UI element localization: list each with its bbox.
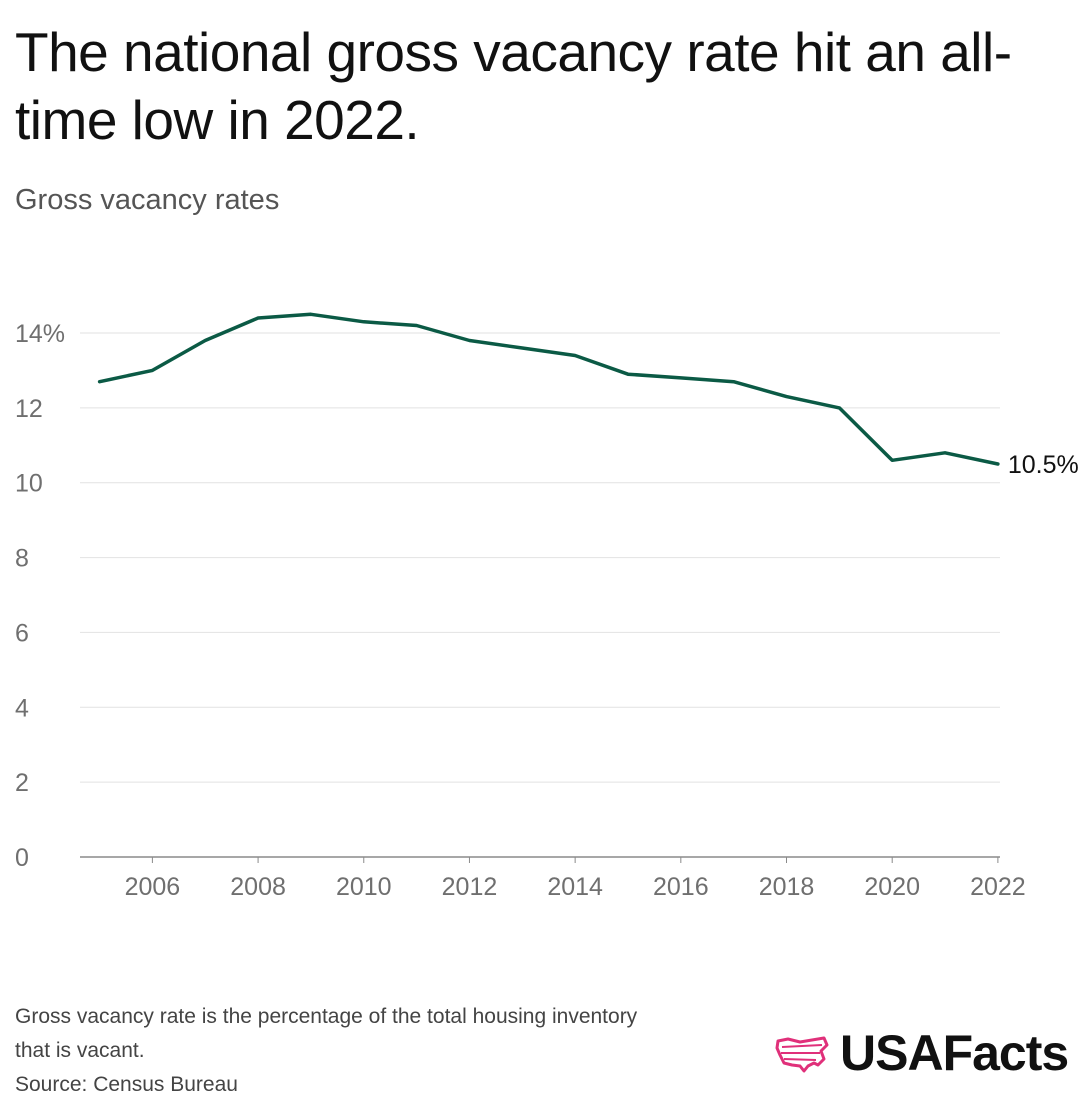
y-tick-label: 4 — [15, 694, 29, 722]
y-tick-label: 0 — [15, 844, 29, 872]
series-line-gross-vacancy-rate — [97, 312, 1000, 466]
x-tick-label: 2008 — [230, 873, 286, 901]
x-tick-label: 2022 — [970, 873, 1026, 901]
x-tick-label: 2012 — [442, 873, 498, 901]
footnote-definition-line-1: Gross vacancy rate is the percentage of … — [15, 1005, 638, 1028]
line-chart: 0 2 4 6 8 10 12 14% 2006 2008 2010 2012 2014 2016 201… — [15, 312, 1079, 901]
x-tick-label: 2018 — [759, 873, 815, 901]
y-tick-label: 8 — [15, 545, 29, 573]
y-tick-label: 6 — [15, 619, 29, 647]
x-tick-label: 2016 — [653, 873, 709, 901]
chart-subtitle: Gross vacancy rates — [15, 184, 280, 216]
y-tick-label: 10 — [15, 470, 43, 498]
y-tick-label: 12 — [15, 395, 43, 423]
x-axis-ticks: 2006 2008 2010 2012 2014 2016 2018 2020 2022 — [125, 857, 1026, 901]
y-tick-label: 2 — [15, 769, 29, 797]
chart-title: The national gross vacancy rate hit an a… — [15, 21, 1012, 151]
footnote: Gross vacancy rate is the percentage of … — [15, 1000, 775, 1102]
us-map-icon — [775, 1036, 829, 1073]
x-tick-label: 2020 — [864, 873, 920, 901]
brand-name: USAFacts — [840, 1025, 1069, 1081]
x-tick-label: 2010 — [336, 873, 392, 901]
y-axis-ticks: 0 2 4 6 8 10 12 14% — [15, 320, 65, 872]
footnote-definition-line-2: that is vacant. — [15, 1039, 145, 1062]
x-tick-label: 2006 — [125, 873, 181, 901]
y-tick-label: 14% — [15, 320, 65, 348]
source-note: Source: Census Bureau — [15, 1073, 238, 1096]
x-tick-label: 2014 — [547, 873, 603, 901]
end-value-label: 10.5% — [1008, 451, 1079, 479]
gridlines — [80, 332, 1000, 783]
brand-logo: USAFacts — [774, 1024, 1069, 1082]
